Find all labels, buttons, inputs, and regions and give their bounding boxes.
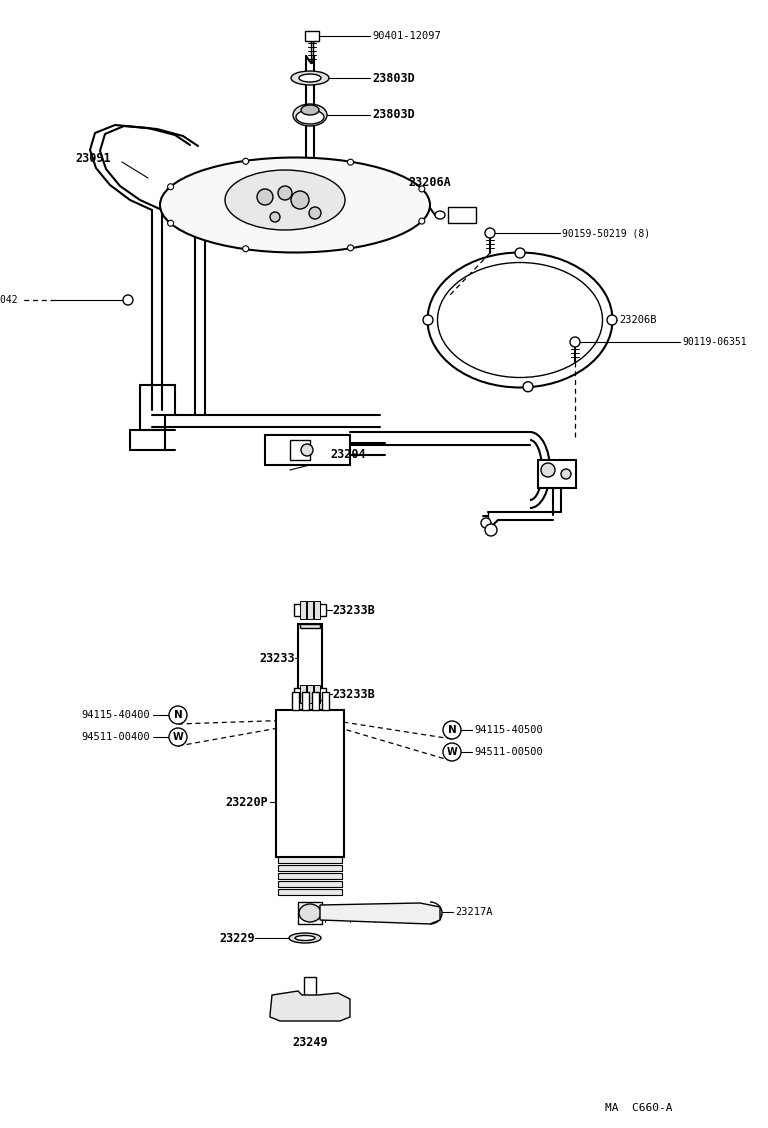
Circle shape: [443, 743, 461, 761]
Circle shape: [309, 208, 321, 219]
Text: 23206A: 23206A: [408, 176, 451, 188]
Circle shape: [167, 220, 174, 227]
Circle shape: [515, 248, 525, 258]
Polygon shape: [320, 904, 440, 924]
Circle shape: [419, 186, 425, 192]
Circle shape: [423, 315, 433, 325]
Circle shape: [443, 721, 461, 739]
Bar: [276, 710, 344, 857]
Bar: [312, 691, 319, 710]
Bar: [314, 685, 320, 703]
Bar: [300, 601, 306, 619]
Circle shape: [561, 469, 571, 479]
Text: 90119-06351: 90119-06351: [682, 337, 746, 347]
Bar: [278, 889, 342, 895]
Text: N: N: [448, 725, 456, 735]
Text: MA  C660-A: MA C660-A: [605, 1103, 673, 1113]
Bar: [278, 873, 342, 879]
Circle shape: [278, 186, 292, 200]
Bar: [448, 208, 476, 223]
Bar: [292, 691, 299, 710]
Circle shape: [481, 518, 491, 528]
Ellipse shape: [293, 104, 327, 126]
Circle shape: [541, 462, 555, 477]
Ellipse shape: [296, 111, 324, 124]
Bar: [314, 601, 320, 619]
Bar: [278, 881, 342, 887]
Bar: [538, 460, 576, 488]
Text: N: N: [174, 710, 182, 720]
Text: 90179-05042: 90179-05042: [0, 296, 18, 305]
Circle shape: [123, 296, 133, 305]
Circle shape: [167, 184, 174, 190]
Text: 23204: 23204: [330, 449, 366, 461]
Text: 23233: 23233: [260, 652, 295, 664]
Text: 23220P: 23220P: [225, 795, 268, 809]
Ellipse shape: [299, 74, 321, 82]
Text: 23803D: 23803D: [372, 108, 415, 122]
Bar: [322, 691, 329, 710]
Circle shape: [169, 706, 187, 724]
Circle shape: [348, 159, 353, 165]
Circle shape: [270, 212, 280, 222]
Bar: [278, 857, 342, 863]
Bar: [294, 603, 326, 616]
Text: 94115-40500: 94115-40500: [474, 725, 543, 735]
Text: 94511-00500: 94511-00500: [474, 747, 543, 757]
Bar: [294, 688, 326, 700]
Circle shape: [523, 381, 533, 391]
Bar: [302, 691, 309, 710]
Ellipse shape: [289, 933, 321, 943]
Text: W: W: [173, 732, 184, 742]
Ellipse shape: [295, 935, 315, 941]
Text: 94511-00400: 94511-00400: [81, 732, 150, 742]
Text: 90401-12097: 90401-12097: [372, 30, 441, 41]
Ellipse shape: [291, 71, 329, 85]
Ellipse shape: [301, 105, 319, 115]
Ellipse shape: [160, 158, 430, 253]
Ellipse shape: [225, 170, 345, 230]
Circle shape: [257, 190, 273, 205]
Circle shape: [291, 191, 309, 209]
Bar: [300, 685, 306, 703]
Text: 23803D: 23803D: [372, 71, 415, 85]
Text: W: W: [447, 747, 458, 757]
Circle shape: [169, 728, 187, 746]
Bar: [300, 688, 320, 691]
Bar: [290, 440, 310, 460]
Text: 23206B: 23206B: [619, 315, 657, 325]
Circle shape: [243, 158, 249, 165]
Text: 94115-40400: 94115-40400: [81, 710, 150, 720]
Circle shape: [485, 525, 497, 536]
Circle shape: [607, 315, 617, 325]
Circle shape: [570, 337, 580, 347]
Polygon shape: [270, 992, 350, 1021]
Ellipse shape: [299, 904, 321, 922]
Text: 23233B: 23233B: [332, 687, 375, 700]
Text: 23233B: 23233B: [332, 603, 375, 617]
Circle shape: [301, 444, 313, 456]
Bar: [265, 435, 350, 465]
Ellipse shape: [435, 211, 445, 219]
Circle shape: [348, 245, 353, 250]
Text: 90159-50219 (8): 90159-50219 (8): [562, 228, 650, 238]
Bar: [305, 30, 319, 41]
Text: 23249: 23249: [292, 1036, 328, 1049]
Bar: [304, 977, 316, 995]
Bar: [300, 624, 320, 628]
Bar: [307, 685, 313, 703]
Circle shape: [243, 246, 249, 252]
Bar: [278, 865, 342, 871]
Bar: [307, 601, 313, 619]
Text: 23217A: 23217A: [455, 907, 492, 917]
Circle shape: [485, 228, 495, 238]
Circle shape: [419, 218, 425, 224]
Bar: [298, 624, 322, 691]
Text: 23091: 23091: [75, 151, 111, 165]
Text: 23229: 23229: [220, 932, 255, 944]
Bar: [298, 902, 322, 924]
